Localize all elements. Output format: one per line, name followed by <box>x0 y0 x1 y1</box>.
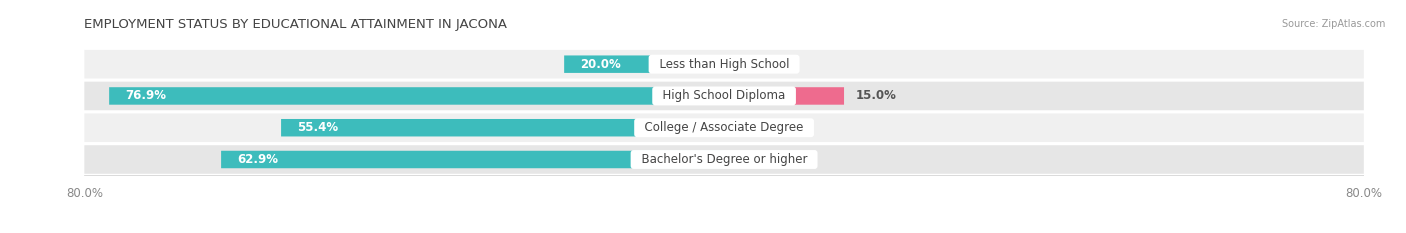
Legend: In Labor Force, Unemployed: In Labor Force, Unemployed <box>616 230 832 233</box>
FancyBboxPatch shape <box>564 55 724 73</box>
FancyBboxPatch shape <box>84 50 1364 79</box>
Text: 0.0%: 0.0% <box>737 58 769 71</box>
Text: 76.9%: 76.9% <box>125 89 166 103</box>
Text: Less than High School: Less than High School <box>651 58 797 71</box>
FancyBboxPatch shape <box>84 145 1364 174</box>
Text: High School Diploma: High School Diploma <box>655 89 793 103</box>
Text: College / Associate Degree: College / Associate Degree <box>637 121 811 134</box>
FancyBboxPatch shape <box>221 151 724 168</box>
FancyBboxPatch shape <box>724 119 763 137</box>
Text: 4.9%: 4.9% <box>775 121 808 134</box>
Text: 20.0%: 20.0% <box>581 58 621 71</box>
Text: 15.0%: 15.0% <box>856 89 897 103</box>
FancyBboxPatch shape <box>724 87 844 105</box>
FancyBboxPatch shape <box>281 119 724 137</box>
Text: EMPLOYMENT STATUS BY EDUCATIONAL ATTAINMENT IN JACONA: EMPLOYMENT STATUS BY EDUCATIONAL ATTAINM… <box>84 18 508 31</box>
FancyBboxPatch shape <box>84 113 1364 142</box>
Text: Source: ZipAtlas.com: Source: ZipAtlas.com <box>1281 19 1385 29</box>
Text: 0.0%: 0.0% <box>737 153 769 166</box>
FancyBboxPatch shape <box>84 82 1364 110</box>
Text: 62.9%: 62.9% <box>238 153 278 166</box>
Text: 55.4%: 55.4% <box>297 121 339 134</box>
Text: Bachelor's Degree or higher: Bachelor's Degree or higher <box>634 153 814 166</box>
FancyBboxPatch shape <box>110 87 724 105</box>
